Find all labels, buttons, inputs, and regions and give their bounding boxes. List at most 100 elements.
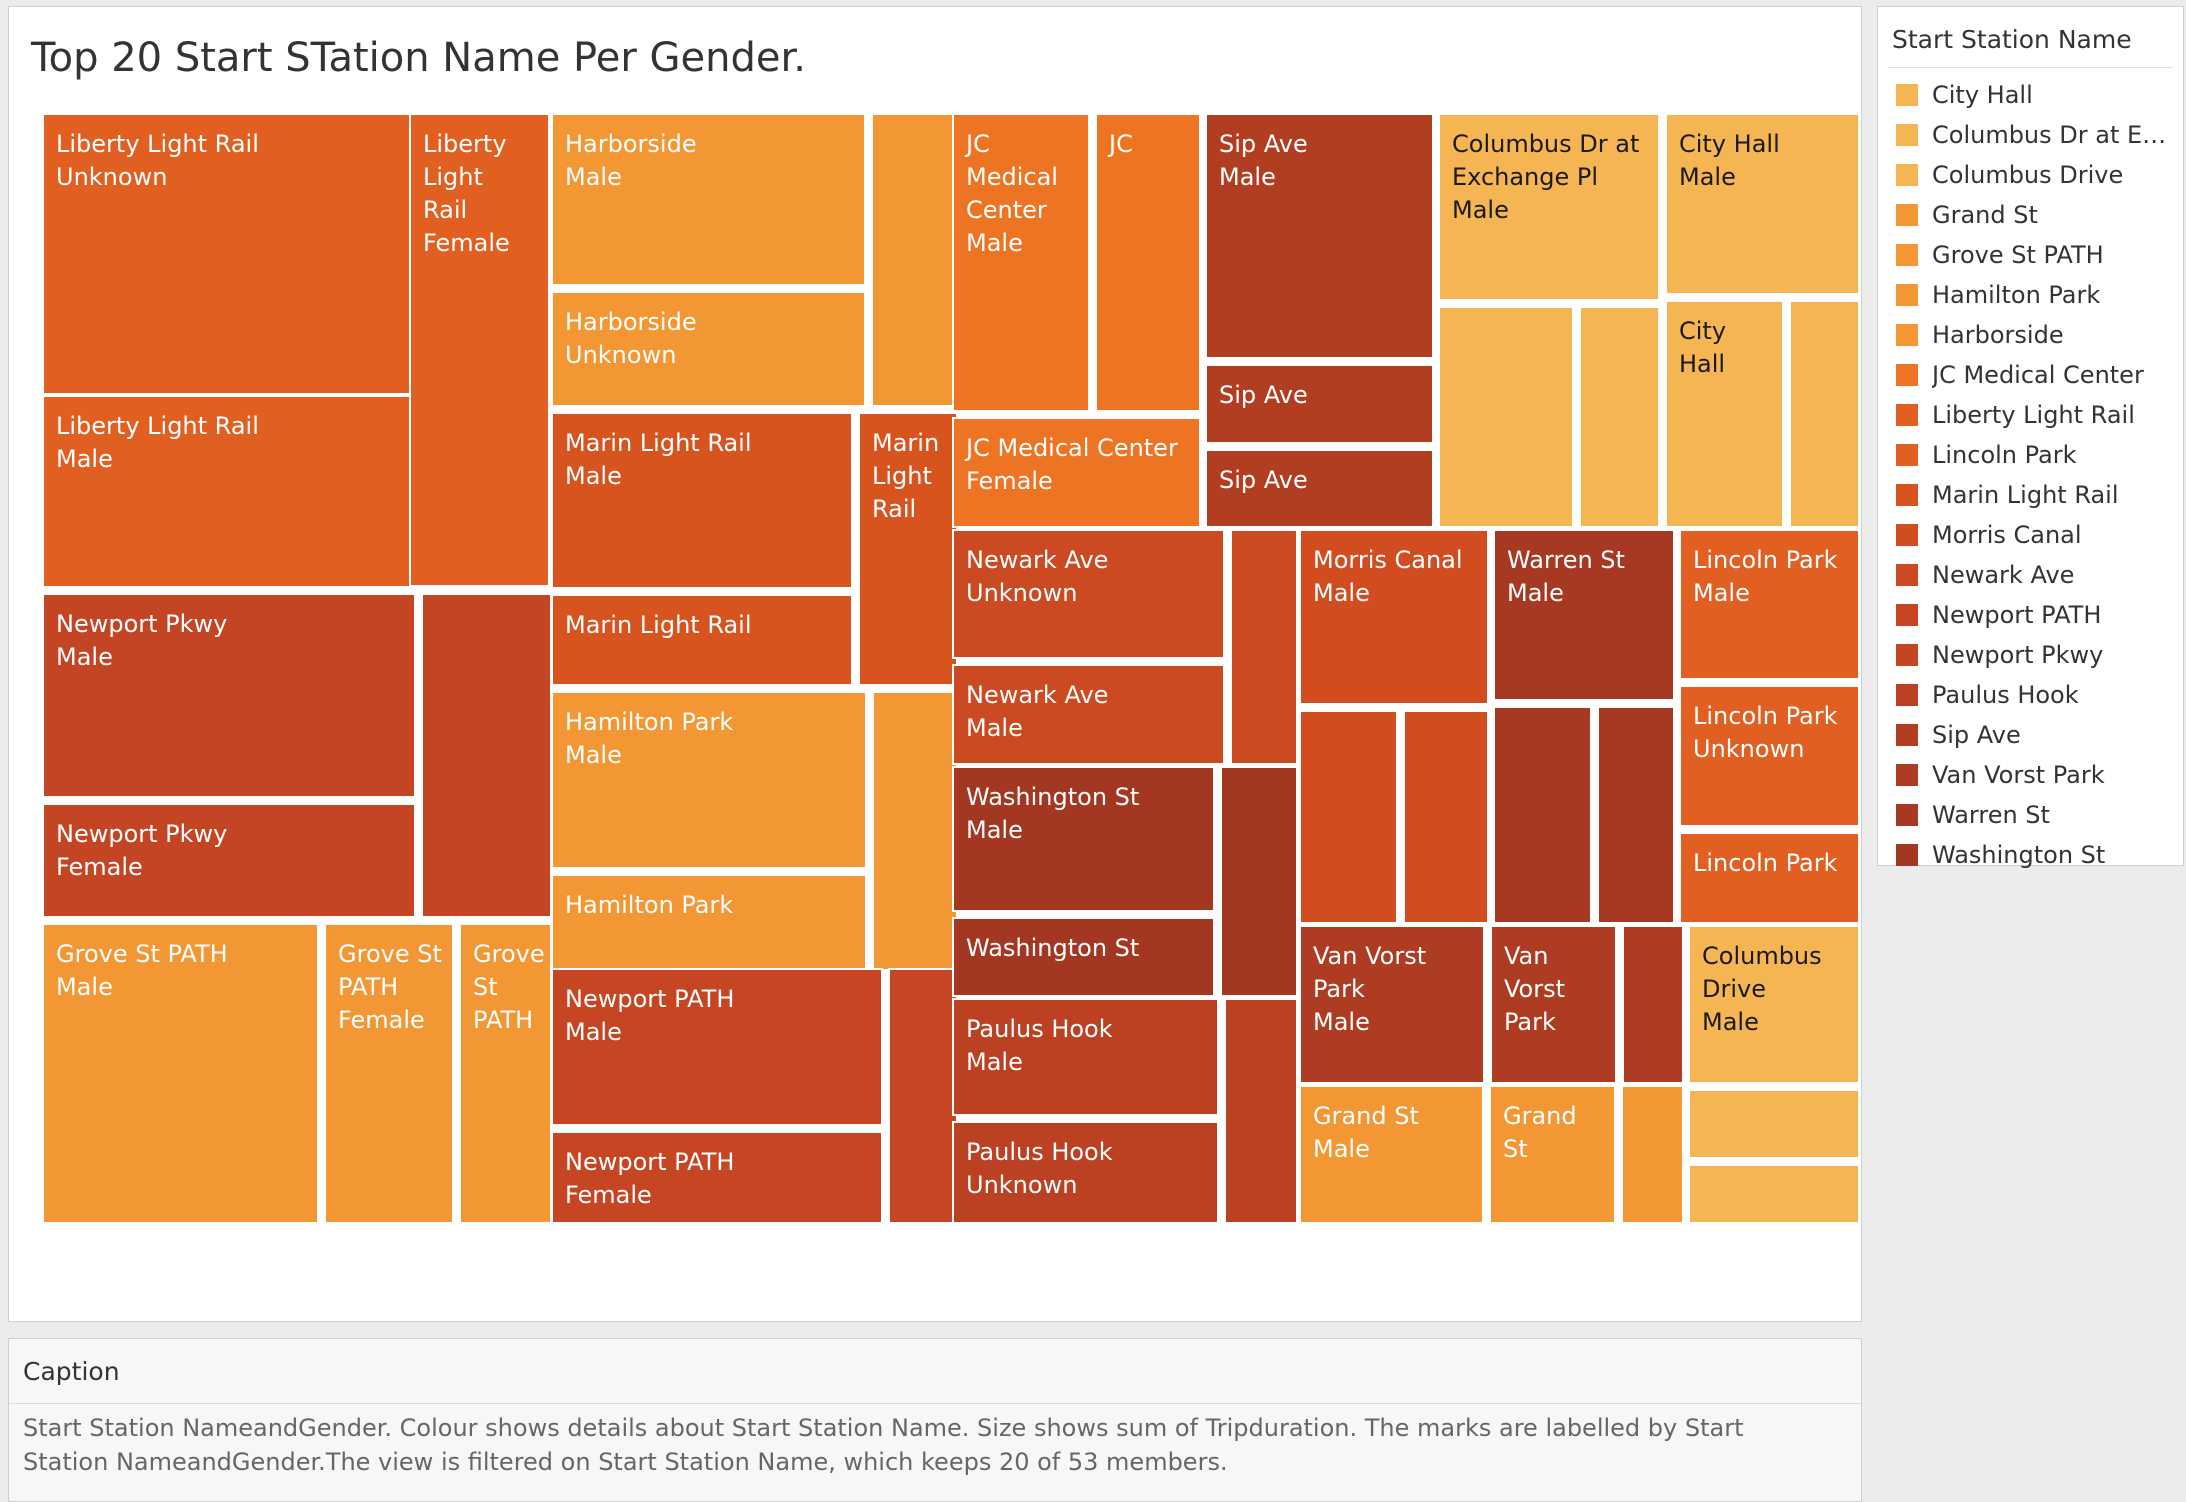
treemap-group: Marin Light Rail Male Marin Light Rail Mari…: [551, 412, 958, 686]
treemap-cell[interactable]: [1489, 1085, 1616, 1224]
treemap-cell[interactable]: [42, 113, 413, 395]
treemap-cell-label: Columbus: [1702, 942, 1822, 970]
treemap-cell-label: Light: [872, 462, 932, 490]
treemap-cell[interactable]: [551, 874, 867, 971]
treemap-cell-label: Medical: [966, 163, 1058, 191]
legend-item[interactable]: Columbus Dr at Exch..: [1888, 115, 2178, 155]
treemap-cell[interactable]: [409, 113, 550, 587]
legend-label: Washington St: [1932, 841, 2106, 869]
treemap-group: Lincoln Park Male Lincoln Park Unknown Linco…: [1679, 529, 1860, 924]
treemap-group: Columbus Dr at Exchange Pl Male: [1438, 113, 1660, 528]
legend-label: Newport Pkwy: [1932, 641, 2104, 669]
treemap-cell[interactable]: [1299, 529, 1489, 705]
legend-item[interactable]: Columbus Drive: [1888, 155, 2178, 195]
treemap-cell[interactable]: [324, 923, 454, 1224]
treemap-cell[interactable]: [871, 113, 958, 407]
treemap-cell[interactable]: [952, 417, 1201, 528]
treemap-cell[interactable]: [1490, 925, 1617, 1084]
legend-item[interactable]: Harborside: [1888, 315, 2178, 355]
treemap-cell[interactable]: [1621, 1085, 1684, 1224]
treemap-cell[interactable]: [42, 395, 413, 588]
treemap-cell-label: Marin Light Rail: [565, 611, 752, 639]
treemap-cell[interactable]: [1665, 113, 1860, 295]
treemap-cell[interactable]: [1095, 113, 1201, 412]
legend-item[interactable]: Grove St PATH: [1888, 235, 2178, 275]
treemap-cell[interactable]: [42, 593, 416, 798]
legend-item[interactable]: Grand St: [1888, 195, 2178, 235]
treemap-cell[interactable]: [1299, 710, 1398, 924]
treemap-cell[interactable]: [42, 803, 416, 918]
caption-divider: [9, 1403, 1861, 1404]
treemap-cell[interactable]: [872, 691, 958, 971]
legend-item[interactable]: Newport Pkwy: [1888, 635, 2178, 675]
treemap-cell[interactable]: [952, 1121, 1219, 1224]
legend-item[interactable]: JC Medical Center: [1888, 355, 2178, 395]
legend-title: Start Station Name: [1892, 25, 2132, 54]
treemap-cell-label: St: [473, 973, 498, 1001]
treemap-cell[interactable]: [1679, 685, 1860, 827]
treemap-cell[interactable]: [1493, 529, 1675, 701]
treemap-cell[interactable]: [1220, 766, 1298, 997]
treemap-cell[interactable]: [1688, 925, 1860, 1084]
treemap-cell[interactable]: [1438, 113, 1660, 301]
treemap-cell[interactable]: [551, 968, 883, 1126]
legend-item[interactable]: Van Vorst Park: [1888, 755, 2178, 795]
treemap-cell[interactable]: [1205, 113, 1434, 359]
legend-label: Liberty Light Rail: [1932, 401, 2135, 429]
legend-item[interactable]: Sip Ave: [1888, 715, 2178, 755]
treemap-cell[interactable]: [888, 968, 958, 1224]
treemap-cell[interactable]: [1665, 300, 1784, 528]
treemap-cell[interactable]: [1679, 832, 1860, 924]
treemap-cell[interactable]: [1493, 706, 1592, 924]
legend-item[interactable]: Warren St: [1888, 795, 2178, 835]
treemap-cell[interactable]: [952, 529, 1225, 659]
treemap-cell[interactable]: [1230, 529, 1298, 765]
treemap-cell[interactable]: [42, 923, 319, 1224]
caption-text: Start Station NameandGender. Colour show…: [23, 1414, 1744, 1476]
treemap-cell-label: Paulus Hook: [966, 1015, 1113, 1043]
treemap-cell[interactable]: [551, 691, 867, 869]
treemap-cell[interactable]: [459, 923, 552, 1224]
treemap-cell[interactable]: [1679, 529, 1860, 680]
treemap-cell[interactable]: [551, 594, 853, 686]
treemap-cell[interactable]: [1789, 300, 1860, 528]
treemap-cell[interactable]: [1205, 364, 1434, 444]
treemap-cell[interactable]: [1438, 306, 1574, 528]
treemap-cell[interactable]: [1299, 1085, 1484, 1224]
treemap-cell[interactable]: [1597, 706, 1675, 924]
treemap-cell[interactable]: [551, 291, 866, 407]
legend-swatch: [1896, 604, 1918, 626]
treemap-cell[interactable]: [1224, 998, 1298, 1224]
legend-item[interactable]: Newark Ave: [1888, 555, 2178, 595]
treemap-cell[interactable]: [551, 113, 866, 286]
legend-item[interactable]: Marin Light Rail: [1888, 475, 2178, 515]
treemap-cell[interactable]: [952, 113, 1090, 412]
legend-swatch: [1896, 84, 1918, 106]
treemap-cell[interactable]: [551, 1131, 883, 1224]
treemap-cell-label: Male: [56, 643, 113, 671]
legend-item[interactable]: Lincoln Park: [1888, 435, 2178, 475]
treemap-cell[interactable]: [421, 593, 552, 918]
legend-item[interactable]: City Hall: [1888, 75, 2178, 115]
treemap-cell[interactable]: [1579, 306, 1660, 528]
treemap-cell[interactable]: [1622, 925, 1684, 1084]
treemap-cell[interactable]: [1205, 449, 1434, 528]
treemap-cell[interactable]: [551, 412, 853, 589]
legend-label: Van Vorst Park: [1932, 761, 2105, 789]
treemap-cell[interactable]: [952, 664, 1225, 765]
treemap-cell[interactable]: [1403, 710, 1489, 924]
treemap-cell[interactable]: [952, 766, 1215, 912]
legend-item[interactable]: Washington St: [1888, 835, 2178, 875]
legend-item[interactable]: Paulus Hook: [1888, 675, 2178, 715]
legend-item[interactable]: Hamilton Park: [1888, 275, 2178, 315]
treemap-cell[interactable]: [1688, 1164, 1860, 1224]
legend-item[interactable]: Morris Canal: [1888, 515, 2178, 555]
legend-item[interactable]: Liberty Light Rail: [1888, 395, 2178, 435]
treemap-cell[interactable]: [1299, 925, 1485, 1084]
legend-item[interactable]: Newport PATH: [1888, 595, 2178, 635]
treemap-cell[interactable]: [858, 412, 958, 686]
treemap-cell[interactable]: [952, 998, 1219, 1116]
treemap-cell-label: Hamilton Park: [565, 708, 733, 736]
treemap-cell[interactable]: [1688, 1089, 1860, 1159]
treemap-cell[interactable]: [952, 917, 1215, 997]
